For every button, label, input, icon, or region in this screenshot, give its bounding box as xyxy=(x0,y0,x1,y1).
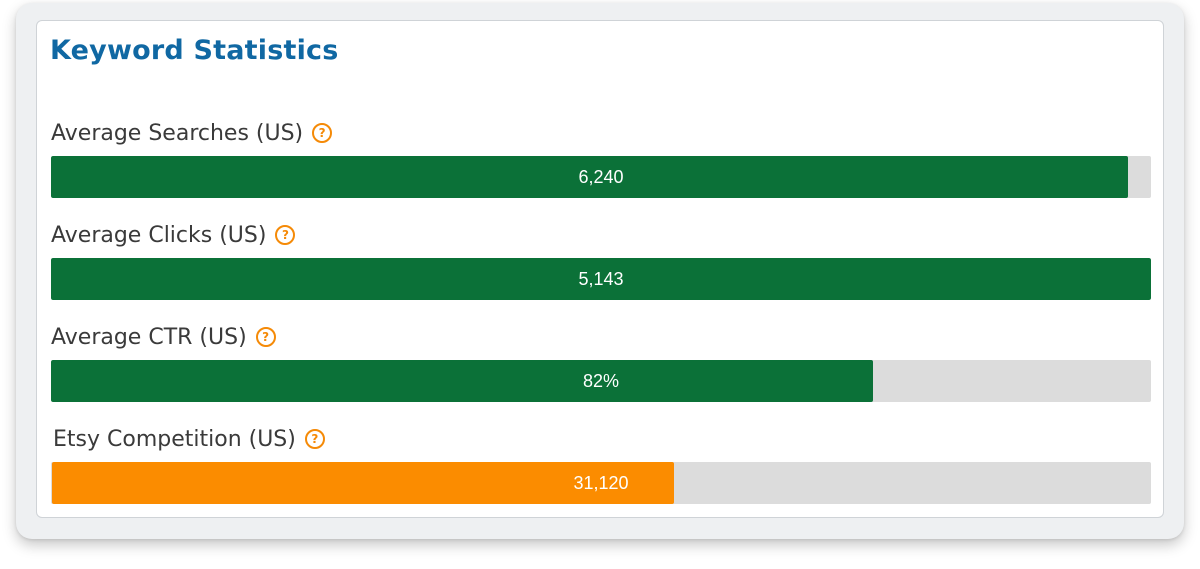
stat-bar-fill xyxy=(51,360,873,402)
keyword-statistics-panel: Keyword Statistics Average Searches (US)… xyxy=(36,20,1164,518)
stat-bar-value: 82% xyxy=(582,370,620,391)
stat-row-average-searches: Average Searches (US) ? 6,240 xyxy=(51,118,1151,198)
stat-label: Average Searches (US) xyxy=(51,120,304,146)
stat-row-etsy-competition: Etsy Competition (US) ? 31,120 xyxy=(51,424,1151,504)
stat-bar-track: 6,240 xyxy=(51,156,1151,198)
question-circle-icon[interactable]: ? xyxy=(312,123,333,143)
question-circle-icon[interactable]: ? xyxy=(304,429,325,449)
stat-row-average-clicks: Average Clicks (US) ? 5,143 xyxy=(51,220,1151,300)
stat-bar-track: 82% xyxy=(51,360,1151,402)
stat-bar-track: 5,143 xyxy=(51,258,1151,300)
stat-bar-value: 31,120 xyxy=(573,472,629,493)
stat-bar-value: 5,143 xyxy=(578,268,624,289)
stat-bar-track: 31,120 xyxy=(51,462,1151,504)
question-circle-icon[interactable]: ? xyxy=(255,327,276,347)
stat-bar-value: 6,240 xyxy=(578,166,624,187)
stat-bar-fill xyxy=(51,156,1128,198)
panel-title: Keyword Statistics xyxy=(50,35,339,66)
stat-bar-fill xyxy=(52,462,674,504)
stat-bar-fill xyxy=(51,258,1151,300)
stat-row-average-ctr: Average CTR (US) ? 82% xyxy=(51,322,1151,402)
stat-label: Average Clicks (US) xyxy=(51,222,267,248)
stat-label: Average CTR (US) xyxy=(51,324,247,350)
question-circle-icon[interactable]: ? xyxy=(275,225,296,245)
stat-label: Etsy Competition (US) xyxy=(53,426,296,452)
